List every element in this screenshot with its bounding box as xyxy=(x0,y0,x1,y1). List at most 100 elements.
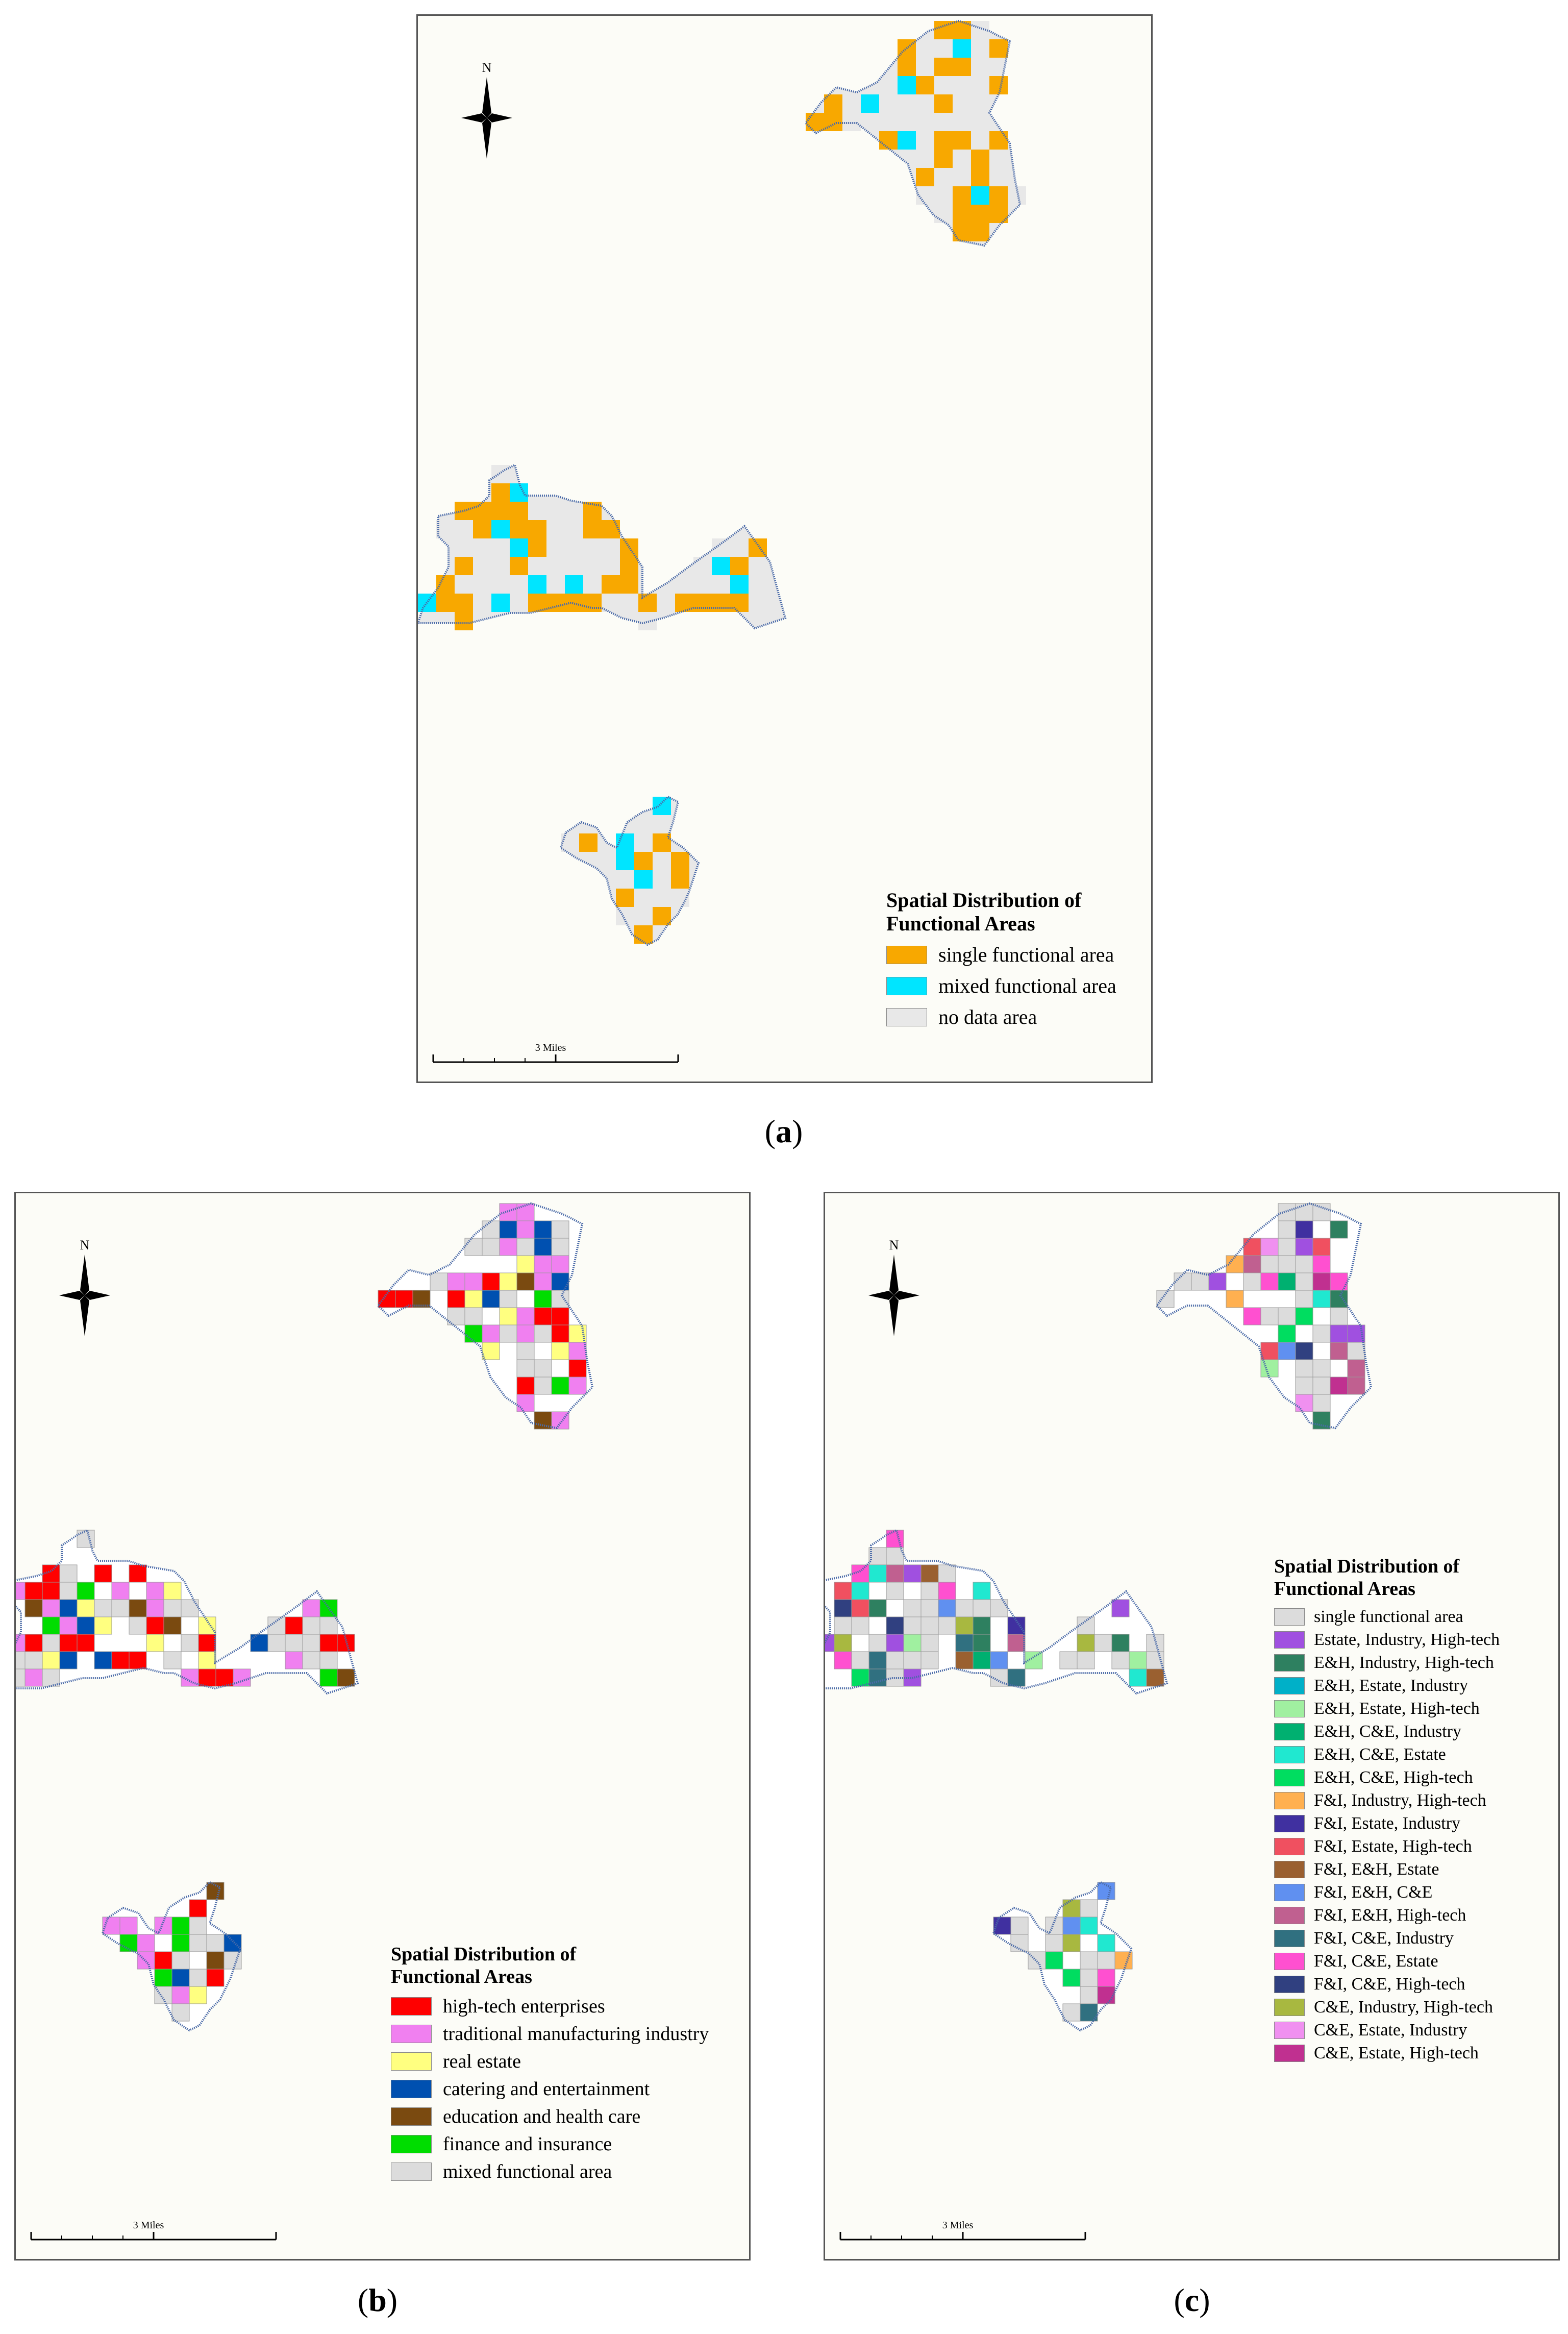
grid-cell xyxy=(551,1342,569,1360)
legend-title-line1: Spatial Distribution of xyxy=(1274,1556,1460,1577)
district-boundary xyxy=(559,795,700,946)
grid-cell xyxy=(16,1634,26,1652)
grid-cell xyxy=(620,594,638,612)
grid-cell xyxy=(1111,1651,1130,1669)
grid-cell xyxy=(834,1599,852,1617)
grid-cell xyxy=(1191,1272,1209,1291)
legend-label: high-tech enterprises xyxy=(443,1996,605,2018)
grid-cell xyxy=(1080,1951,1098,1970)
grid-cell xyxy=(1260,1238,1279,1256)
grid-cell xyxy=(886,1651,904,1669)
grid-cell xyxy=(920,1582,939,1600)
legend-label: traditional manufacturing industry xyxy=(443,2023,709,2045)
grid-cell xyxy=(834,1651,852,1669)
grid-cell xyxy=(59,1651,78,1669)
grid-cell xyxy=(516,1307,535,1325)
grid-cell xyxy=(546,594,565,612)
grid-cell xyxy=(171,1917,190,1935)
grid-cell xyxy=(59,1599,78,1617)
grid-cell xyxy=(171,1969,190,1987)
grid-cell xyxy=(206,1969,225,1987)
grid-cell xyxy=(1347,1324,1365,1343)
grid-cell xyxy=(602,538,620,557)
grid-cell xyxy=(302,1651,320,1669)
grid-cell xyxy=(1330,1377,1348,1395)
grid-cell xyxy=(111,1651,130,1669)
grid-cell xyxy=(473,594,491,612)
grid-cell xyxy=(634,925,653,944)
grid-cell xyxy=(1260,1342,1279,1360)
grid-cell xyxy=(1295,1238,1313,1256)
grid-cell xyxy=(1129,1668,1147,1687)
grid-cell xyxy=(189,1986,207,2004)
legend-swatch xyxy=(1274,1746,1305,1764)
grid-cell xyxy=(1330,1324,1348,1343)
grid-cell xyxy=(851,1582,869,1600)
legend-swatch xyxy=(1274,1769,1305,1787)
grid-cell xyxy=(24,1599,43,1617)
grid-cell xyxy=(955,1599,974,1617)
grid-cell xyxy=(1111,1634,1130,1652)
grid-cell xyxy=(1028,1951,1046,1970)
grid-cell xyxy=(94,1616,112,1635)
legend-title-line1: Spatial Distribution of xyxy=(886,889,1082,912)
grid-cell xyxy=(693,557,712,575)
grid-cell xyxy=(973,1616,991,1635)
grid-cell xyxy=(24,1582,43,1600)
grid-cell xyxy=(568,1324,587,1343)
grid-cell xyxy=(491,594,510,612)
grid-cell xyxy=(516,1324,535,1343)
legend-item: E&H, C&E, High-tech xyxy=(1274,1768,1500,1787)
legend-title-line1: Spatial Distribution of xyxy=(391,1944,577,1965)
grid-cell xyxy=(111,1582,130,1600)
grid-cell xyxy=(693,594,712,612)
grid-cell xyxy=(77,1634,95,1652)
grid-cell xyxy=(653,852,671,870)
grid-cell xyxy=(916,186,934,205)
legend-b: Spatial Distribution of Functional Areas… xyxy=(391,1944,709,2188)
grid-cell xyxy=(1295,1290,1313,1308)
grid-cell xyxy=(499,1272,517,1291)
district-boundary xyxy=(825,1529,1168,1695)
grid-cell xyxy=(510,502,528,520)
grid-cell xyxy=(163,1651,182,1669)
grid-cell xyxy=(916,58,934,76)
grid-cell xyxy=(302,1599,320,1617)
grid-cell xyxy=(534,1220,552,1239)
legend-swatch xyxy=(391,2163,432,2181)
grid-cell xyxy=(1080,1986,1098,2004)
grid-cell xyxy=(565,575,583,594)
grid-cell xyxy=(934,94,953,113)
grid-cell xyxy=(1347,1359,1365,1378)
legend-swatch xyxy=(886,1008,927,1026)
grid-cell xyxy=(634,815,653,833)
grid-cell xyxy=(903,1616,922,1635)
legend-title-line2: Functional Areas xyxy=(391,1966,532,1987)
legend-swatch xyxy=(886,976,927,995)
legend-item: F&I, C&E, Industry xyxy=(1274,1929,1500,1948)
grid-cell xyxy=(1295,1272,1313,1291)
grid-cell xyxy=(181,1599,199,1617)
grid-cell xyxy=(319,1668,338,1687)
grid-cell xyxy=(1007,1668,1026,1687)
legend-label: F&I, Industry, High-tech xyxy=(1314,1791,1486,1810)
grid-cell xyxy=(59,1582,78,1600)
grid-cell xyxy=(634,889,653,907)
grid-cell xyxy=(137,1934,155,1952)
grid-cell xyxy=(934,150,953,168)
grid-cell xyxy=(491,483,510,502)
grid-cell xyxy=(1062,1969,1081,1987)
grid-cell xyxy=(653,889,671,907)
grid-cell xyxy=(934,205,953,223)
grid-cell xyxy=(1010,1934,1029,1952)
grid-cell xyxy=(712,594,730,612)
grid-cell xyxy=(24,1634,43,1652)
grid-cell xyxy=(953,39,971,58)
grid-cell xyxy=(825,1634,835,1652)
grid-cell xyxy=(395,1290,413,1308)
grid-cell xyxy=(1111,1599,1130,1617)
grid-cell xyxy=(916,168,934,186)
grid-cell xyxy=(868,1599,887,1617)
grid-cell xyxy=(971,39,989,58)
grid-cell xyxy=(1295,1377,1313,1395)
